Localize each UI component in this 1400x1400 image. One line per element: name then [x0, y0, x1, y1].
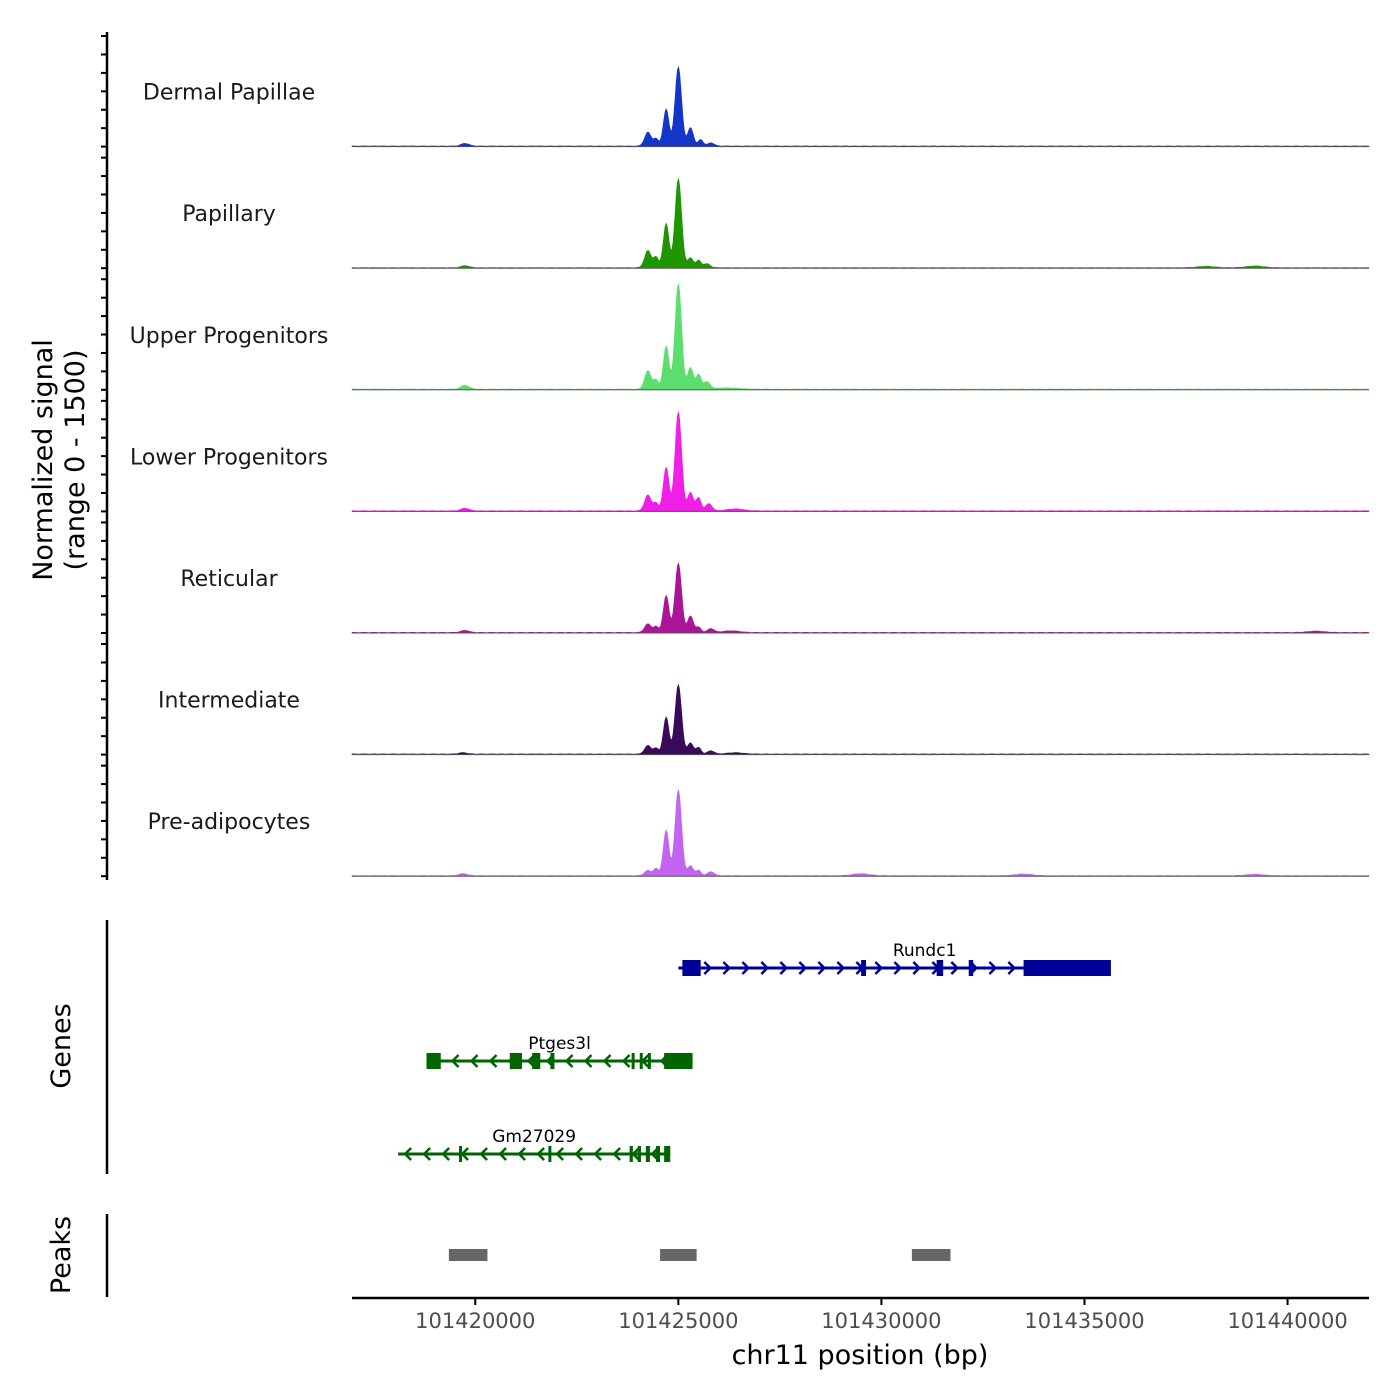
coverage-area — [351, 788, 1370, 877]
coverage-area — [351, 283, 1370, 391]
y-axis-title-line2: (range 0 - 1500) — [60, 350, 91, 571]
x-tick-label: 101435000 — [1024, 1309, 1144, 1333]
strand-arrow — [1007, 961, 1017, 975]
coverage-area — [351, 411, 1370, 512]
strand-arrow — [631, 1147, 640, 1161]
x-tick-label: 101425000 — [618, 1309, 738, 1333]
exon — [639, 1053, 643, 1069]
track-label: Upper Progenitors — [130, 324, 329, 349]
track-lower-progenitors: Lower Progenitors — [101, 399, 1370, 513]
exon — [645, 1146, 650, 1162]
track-label: Pre-adipocytes — [148, 810, 311, 835]
strand-arrow — [950, 961, 960, 975]
coverage-area — [351, 65, 1370, 147]
genes-axis-title: Genes — [46, 1003, 77, 1088]
track-intermediate: Intermediate — [101, 643, 1370, 756]
peaks-axis-title: Peaks — [46, 1216, 77, 1294]
peak-region — [911, 1249, 951, 1261]
exon — [426, 1053, 441, 1069]
strand-arrow — [817, 961, 827, 975]
strand-arrow — [602, 1054, 612, 1068]
exon — [664, 1053, 693, 1069]
exon — [936, 960, 944, 976]
strand-arrow — [488, 1054, 498, 1068]
exon — [682, 960, 701, 976]
exon — [1023, 960, 1111, 976]
track-label: Reticular — [180, 567, 278, 592]
x-tick-label: 101440000 — [1227, 1309, 1347, 1333]
strand-arrow — [836, 961, 846, 975]
coverage-area — [351, 683, 1370, 755]
exon — [629, 1146, 633, 1162]
track-pre-adipocytes: Pre-adipocytes — [101, 764, 1370, 878]
exon — [532, 1053, 541, 1069]
x-tick-label: 101420000 — [415, 1309, 535, 1333]
strand-arrow — [450, 1054, 460, 1068]
track-papillary: Papillary — [101, 156, 1370, 270]
gene-label: Ptges3l — [528, 1034, 591, 1054]
track-label: Intermediate — [158, 689, 300, 714]
strand-arrow — [593, 1147, 602, 1161]
track-upper-progenitors: Upper Progenitors — [101, 278, 1370, 391]
x-axis-title: chr11 position (bp) — [732, 1340, 989, 1371]
exon — [637, 1146, 641, 1162]
exon — [550, 1053, 555, 1069]
strand-arrow — [479, 1147, 488, 1161]
genes-panel: Rundc1 Ptges3l Gm27029 — [105, 920, 1111, 1174]
gene-rundc1: Rundc1 — [678, 941, 1111, 976]
gene-label: Gm27029 — [492, 1127, 576, 1147]
peak-region — [448, 1249, 488, 1261]
track-reticular: Reticular — [101, 521, 1370, 634]
strand-arrow — [760, 961, 770, 975]
coverage-area — [351, 562, 1370, 634]
exon — [647, 1053, 651, 1069]
exon — [968, 960, 974, 976]
strand-arrow — [874, 961, 884, 975]
peak-region — [660, 1249, 697, 1261]
strand-arrow — [536, 1147, 545, 1161]
strand-arrow — [703, 961, 713, 975]
gene-gm27029: Gm27029 — [398, 1127, 671, 1162]
exon — [631, 1053, 635, 1069]
strand-arrow — [621, 1054, 631, 1068]
strand-arrow — [564, 1054, 574, 1068]
exon — [459, 1146, 463, 1162]
exon — [664, 1146, 671, 1162]
exon — [861, 960, 866, 976]
peaks-panel — [105, 1214, 951, 1297]
exon — [656, 1146, 661, 1162]
strand-arrow — [722, 961, 732, 975]
exon — [548, 1146, 552, 1162]
strand-arrow — [798, 961, 808, 975]
strand-arrow — [574, 1147, 583, 1161]
strand-arrow — [441, 1147, 450, 1161]
strand-arrow — [912, 961, 922, 975]
coverage-area — [351, 177, 1370, 269]
track-label: Lower Progenitors — [130, 445, 328, 470]
coverage-panel: Dermal Papillae Papillary Upper Progenitor… — [101, 32, 1370, 880]
y-axis-title-line1: Normalized signal — [28, 339, 59, 581]
gene-ptges3l: Ptges3l — [426, 1034, 693, 1069]
strand-arrow — [583, 1054, 593, 1068]
strand-arrow — [612, 1147, 621, 1161]
x-axis: 101420000 101425000 101430000 101435000 1014… — [352, 1296, 1369, 1333]
exon — [509, 1053, 522, 1069]
strand-arrow — [469, 1054, 479, 1068]
strand-arrow — [498, 1147, 507, 1161]
strand-arrow — [517, 1147, 526, 1161]
strand-arrow — [779, 961, 789, 975]
track-label: Dermal Papillae — [143, 81, 315, 106]
strand-arrow — [988, 961, 998, 975]
x-tick-label: 101430000 — [821, 1309, 941, 1333]
strand-arrow — [741, 961, 751, 975]
gene-label: Rundc1 — [893, 941, 957, 961]
strand-arrow — [555, 1147, 564, 1161]
strand-arrow — [460, 1147, 469, 1161]
track-label: Papillary — [182, 202, 276, 227]
strand-arrow — [893, 961, 903, 975]
track-dermal-papillae: Dermal Papillae — [101, 35, 1370, 148]
strand-arrow — [403, 1147, 412, 1161]
strand-arrow — [422, 1147, 431, 1161]
